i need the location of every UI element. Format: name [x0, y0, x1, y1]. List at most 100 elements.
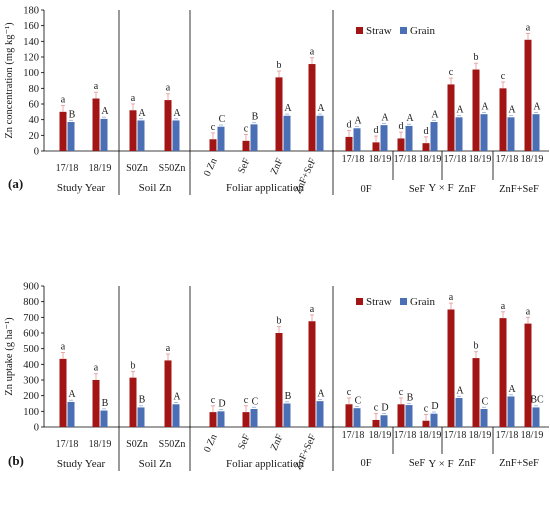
grain-significance-letter: B: [69, 109, 76, 120]
grain-significance-letter: B: [139, 395, 146, 406]
y-tick-label: 180: [23, 6, 39, 17]
grain-significance-letter: A: [354, 116, 362, 127]
legend-swatch-straw: [356, 27, 363, 34]
straw-significance-letter: a: [94, 363, 99, 374]
grain-bar: [353, 128, 361, 151]
y-tick-label: 700: [23, 313, 39, 324]
group-label: Foliar application: [226, 458, 304, 470]
straw-bar: [499, 88, 507, 151]
grain-significance-letter: A: [508, 384, 516, 395]
y-tick-label: 900: [23, 282, 39, 293]
straw-significance-letter: c: [449, 67, 454, 78]
category-label: 17/18: [56, 163, 79, 174]
group-label: Foliar application: [226, 182, 304, 194]
legend-label-grain: Grain: [410, 25, 436, 37]
straw-bar: [524, 39, 532, 152]
y-tick-label: 60: [29, 100, 40, 111]
subgroup-label: SeF: [409, 184, 426, 195]
category-label: S50Zn: [159, 439, 186, 450]
category-label: 17/18: [496, 430, 519, 441]
grain-significance-letter: D: [218, 399, 225, 410]
grain-significance-letter: C: [219, 114, 226, 125]
grain-significance-letter: A: [284, 103, 292, 114]
subgroup-label: ZnF+SeF: [499, 458, 539, 469]
grain-bar: [137, 407, 145, 427]
category-label: 17/18: [444, 154, 467, 165]
straw-significance-letter: c: [501, 71, 506, 82]
category-label: 18/19: [89, 439, 112, 450]
subgroup-label: ZnF+SeF: [499, 184, 539, 195]
grain-bar: [283, 115, 291, 151]
straw-significance-letter: b: [277, 60, 282, 71]
category-label: SeF: [236, 156, 253, 175]
category-label: 0 Zn: [202, 157, 220, 179]
grain-significance-letter: A: [101, 106, 109, 117]
y-tick-label: 80: [29, 84, 40, 95]
subgroup-label: ZnF: [458, 458, 476, 469]
category-label: ZnF+SeF: [293, 432, 319, 471]
legend-swatch-grain: [400, 27, 407, 34]
grain-bar: [217, 126, 225, 151]
straw-bar: [209, 139, 217, 151]
grain-bar: [532, 114, 540, 151]
legend-label-straw: Straw: [366, 25, 392, 37]
grain-bar: [316, 115, 324, 151]
grain-bar: [217, 411, 225, 427]
y-tick-label: 600: [23, 329, 39, 340]
y-tick-label: 20: [29, 131, 40, 142]
grain-significance-letter: C: [252, 396, 259, 407]
grain-bar: [430, 413, 438, 427]
category-label: 18/19: [521, 154, 544, 165]
category-label: 17/18: [394, 430, 417, 441]
straw-bar: [499, 318, 507, 427]
grain-bar: [100, 410, 108, 427]
grain-significance-letter: A: [456, 385, 464, 396]
straw-bar: [209, 412, 217, 427]
straw-bar: [129, 110, 137, 151]
category-label: 0 Zn: [202, 433, 220, 455]
category-label: 18/19: [469, 430, 492, 441]
category-label: 18/19: [369, 154, 392, 165]
grain-significance-letter: A: [481, 101, 489, 112]
straw-bar: [472, 358, 480, 427]
y-tick-label: 120: [23, 53, 39, 64]
straw-significance-letter: a: [310, 304, 315, 315]
grain-significance-letter: A: [173, 108, 181, 119]
category-label: ZnF: [269, 432, 286, 452]
category-label: S50Zn: [159, 163, 186, 174]
y-tick-label: 0: [34, 423, 39, 434]
grain-bar: [480, 114, 488, 151]
grain-significance-letter: A: [138, 108, 146, 119]
straw-bar: [372, 419, 380, 427]
grain-significance-letter: A: [381, 112, 389, 123]
straw-significance-letter: c: [211, 395, 216, 406]
grain-significance-letter: A: [456, 105, 464, 116]
grain-bar: [480, 408, 488, 427]
subgroup-label: 0F: [360, 458, 371, 469]
grain-significance-letter: C: [482, 396, 489, 407]
grain-significance-letter: A: [173, 392, 181, 403]
grain-significance-letter: B: [407, 392, 414, 403]
straw-bar: [345, 404, 353, 427]
grain-bar: [430, 122, 438, 151]
straw-significance-letter: c: [374, 403, 379, 414]
straw-bar: [308, 321, 316, 427]
straw-significance-letter: c: [244, 395, 249, 406]
straw-significance-letter: b: [131, 360, 136, 371]
straw-bar: [92, 380, 100, 427]
straw-bar: [422, 143, 430, 151]
straw-bar: [422, 420, 430, 427]
y-tick-label: 500: [23, 344, 39, 355]
grain-significance-letter: A: [68, 389, 76, 400]
category-label: 18/19: [419, 430, 442, 441]
straw-significance-letter: a: [61, 94, 66, 105]
straw-significance-letter: b: [474, 52, 479, 63]
category-label: 18/19: [469, 154, 492, 165]
category-label: 18/19: [521, 430, 544, 441]
grain-bar: [532, 407, 540, 427]
grain-bar: [455, 398, 463, 427]
straw-significance-letter: c: [424, 403, 429, 414]
legend-label-grain: Grain: [410, 296, 436, 308]
straw-bar: [129, 377, 137, 427]
straw-bar: [447, 309, 455, 427]
